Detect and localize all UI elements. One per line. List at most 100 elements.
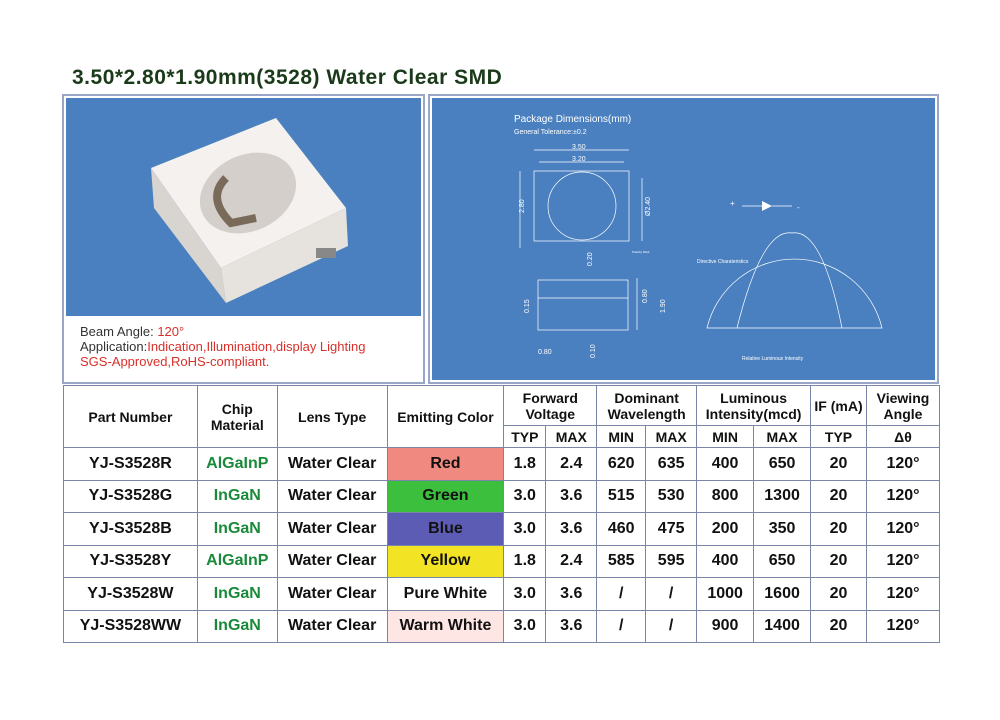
cell-wavelength-min: / — [596, 609, 647, 643]
dim-020: 0.20 — [587, 252, 594, 266]
cell-if-typ: 20 — [810, 447, 867, 481]
dim-010: 0.10 — [590, 344, 597, 358]
cell-intensity-max: 350 — [753, 512, 812, 546]
table-row: YJ-S3528G InGaN Water Clear Green 3.0 3.6 515 5… — [63, 479, 941, 513]
diagram-title: Package Dimensions(mm) — [514, 114, 631, 125]
header-emitting-color: Emitting Color — [386, 385, 505, 448]
cell-emitting-color: Red — [386, 447, 505, 481]
cell-lens-type: Water Clear — [276, 479, 388, 513]
sub-delta: Δθ — [865, 425, 941, 448]
cell-emitting-color: Warm White — [386, 609, 505, 643]
cell-intensity-min: 800 — [696, 479, 755, 513]
cell-lens-type: Water Clear — [276, 609, 388, 643]
dim-080-bottom: 0.80 — [538, 349, 552, 356]
cell-viewing-angle: 120° — [865, 544, 941, 578]
cell-voltage-max: 3.6 — [545, 609, 598, 643]
certification: SGS-Approved,RoHS-compliant. — [80, 354, 270, 369]
cell-intensity-min: 900 — [696, 609, 755, 643]
cell-wavelength-max: / — [645, 577, 698, 611]
cell-intensity-max: 650 — [753, 544, 812, 578]
cell-part-number: YJ-S3528G — [63, 479, 198, 513]
cell-wavelength-max: 595 — [645, 544, 698, 578]
cell-viewing-angle: 120° — [865, 609, 941, 643]
cell-wavelength-max: 530 — [645, 479, 698, 513]
cell-wavelength-max: 475 — [645, 512, 698, 546]
tolerance: General Tolerance:±0.2 — [514, 129, 587, 136]
cell-if-typ: 20 — [810, 479, 867, 513]
sub-min: MIN — [696, 425, 755, 448]
cell-voltage-max: 2.4 — [545, 447, 598, 481]
cell-lens-type: Water Clear — [276, 447, 388, 481]
cell-voltage-typ: 3.0 — [503, 512, 547, 546]
cell-intensity-min: 400 — [696, 544, 755, 578]
table-row: YJ-S3528Y AlGaInP Water Clear Yellow 1.8 2.4 5… — [63, 544, 941, 578]
sub-typ: TYP — [503, 425, 547, 448]
header-viewing-angle: Viewing Angle — [865, 385, 941, 426]
header-if: IF (mA) — [810, 385, 867, 426]
cell-chip-material: InGaN — [196, 479, 278, 513]
table-row: YJ-S3528W InGaN Water Clear Pure White 3.0 3.… — [63, 577, 941, 611]
cell-intensity-max: 650 — [753, 447, 812, 481]
page-title: 3.50*2.80*1.90mm(3528) Water Clear SMD — [72, 66, 503, 89]
header-chip-material: Chip Material — [196, 385, 278, 448]
dim-350: 3.50 — [572, 144, 586, 151]
package-dimensions-panel: Package Dimensions(mm) General Tolerance… — [428, 94, 939, 384]
cell-viewing-angle: 120° — [865, 512, 941, 546]
header-part-number: Part Number — [63, 385, 198, 448]
polarity-mark: Polarity Mark — [632, 250, 650, 254]
minus-sign: - — [797, 203, 800, 212]
cell-wavelength-min: 460 — [596, 512, 647, 546]
cell-voltage-typ: 1.8 — [503, 544, 547, 578]
cell-voltage-max: 2.4 — [545, 544, 598, 578]
directive-title: Directive Charateristics — [697, 259, 749, 265]
cell-if-typ: 20 — [810, 577, 867, 611]
cell-voltage-max: 3.6 — [545, 479, 598, 513]
product-photo-panel: Beam Angle: 120° Application:Indication,… — [62, 94, 425, 384]
cell-voltage-max: 3.6 — [545, 577, 598, 611]
cell-if-typ: 20 — [810, 544, 867, 578]
cell-viewing-angle: 120° — [865, 479, 941, 513]
cell-emitting-color: Blue — [386, 512, 505, 546]
cell-emitting-color: Green — [386, 479, 505, 513]
cell-voltage-typ: 3.0 — [503, 609, 547, 643]
cell-if-typ: 20 — [810, 512, 867, 546]
header-luminous-intensity: Luminous Intensity(mcd) — [696, 385, 812, 426]
cell-viewing-angle: 120° — [865, 577, 941, 611]
sub-typ: TYP — [810, 425, 867, 448]
sub-max: MAX — [545, 425, 598, 448]
cell-intensity-max: 1300 — [753, 479, 812, 513]
dim-015: 0.15 — [524, 299, 531, 313]
cell-wavelength-min: 585 — [596, 544, 647, 578]
dim-240: Ø2.40 — [645, 197, 652, 216]
table-row: YJ-S3528B InGaN Water Clear Blue 3.0 3.6 460 47… — [63, 512, 941, 546]
sub-min: MIN — [596, 425, 647, 448]
cell-wavelength-min: 515 — [596, 479, 647, 513]
cell-part-number: YJ-S3528B — [63, 512, 198, 546]
cell-chip-material: AlGaInP — [196, 447, 278, 481]
relative-intensity-label: Relative Luminous Intensity — [742, 356, 804, 362]
led-photo — [66, 98, 421, 316]
cell-viewing-angle: 120° — [865, 447, 941, 481]
table-row: YJ-S3528R AlGaInP Water Clear Red 1.8 2.4 620 6… — [63, 447, 941, 481]
cell-voltage-typ: 3.0 — [503, 577, 547, 611]
cell-intensity-min: 400 — [696, 447, 755, 481]
application-value: Indication,Illumination,display Lighting — [147, 339, 366, 354]
cell-voltage-typ: 3.0 — [503, 479, 547, 513]
cell-lens-type: Water Clear — [276, 577, 388, 611]
cell-chip-material: InGaN — [196, 577, 278, 611]
sub-max: MAX — [753, 425, 812, 448]
dim-320: 3.20 — [572, 156, 586, 163]
cell-emitting-color: Yellow — [386, 544, 505, 578]
spec-table: Part Number Chip Material Lens Type Emit… — [63, 385, 941, 643]
cell-intensity-min: 1000 — [696, 577, 755, 611]
table-row: YJ-S3528WW InGaN Water Clear Warm White 3.0 3… — [63, 609, 941, 643]
product-info: Beam Angle: 120° Application:Indication,… — [80, 324, 365, 369]
header-forward-voltage: Forward Voltage — [503, 385, 598, 426]
cell-voltage-typ: 1.8 — [503, 447, 547, 481]
cell-part-number: YJ-S3528W — [63, 577, 198, 611]
cell-wavelength-min: 620 — [596, 447, 647, 481]
cell-intensity-max: 1400 — [753, 609, 812, 643]
cell-lens-type: Water Clear — [276, 544, 388, 578]
cell-chip-material: InGaN — [196, 512, 278, 546]
cell-part-number: YJ-S3528Y — [63, 544, 198, 578]
